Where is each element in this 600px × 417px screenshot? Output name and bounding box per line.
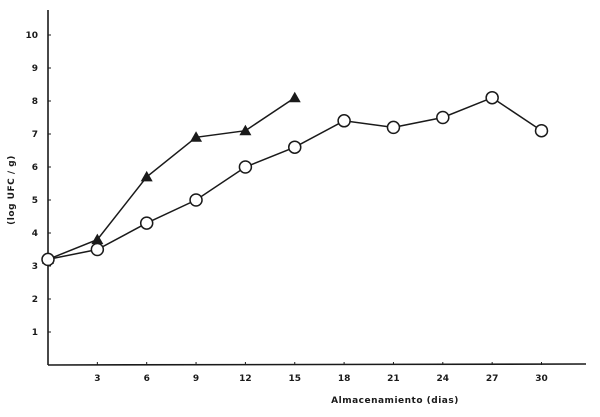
y-tick-label: 7 — [32, 130, 38, 140]
series-layer — [41, 90, 549, 267]
open-circle-marker — [485, 90, 499, 105]
open-circle-marker — [139, 216, 154, 230]
x-tick-label: 21 — [387, 374, 400, 384]
open-circle-marker — [189, 193, 203, 207]
open-circle-marker — [90, 242, 105, 257]
open-circle-marker — [534, 123, 549, 138]
x-tick-label: 6 — [144, 374, 150, 384]
x-tick-label: 9 — [193, 374, 199, 384]
open-circle-marker — [41, 252, 55, 267]
open-circle-marker — [386, 120, 401, 135]
y-tick-label: 6 — [32, 163, 38, 173]
x-tick-label: 12 — [239, 374, 252, 384]
y-axis-title: (log UFC / g) — [7, 155, 17, 225]
x-tick-label: 3 — [94, 374, 100, 384]
open-circle-marker — [337, 114, 351, 128]
filled-triangle-marker — [239, 124, 252, 136]
y-tick-label: 3 — [32, 262, 38, 272]
x-tick-label: 18 — [338, 374, 351, 384]
filled-triangle-marker — [190, 131, 203, 142]
y-tick-label: 4 — [32, 229, 38, 239]
series-line — [47, 96, 542, 261]
x-axis-line — [47, 363, 587, 366]
series-line — [47, 97, 296, 261]
open-circle-marker — [288, 140, 302, 154]
y-tick-label: 1 — [32, 328, 38, 338]
series-circles — [41, 90, 549, 267]
y-tick-label: 2 — [32, 295, 38, 305]
x-tick-label: 30 — [535, 374, 548, 384]
filled-triangle-marker — [288, 91, 301, 103]
x-tick-label: 15 — [288, 374, 301, 384]
x-tick-label: 27 — [486, 374, 499, 384]
x-tick-label: 24 — [437, 374, 450, 384]
series-triangles — [42, 91, 301, 264]
filled-triangle-marker — [140, 170, 153, 182]
y-tick-label: 8 — [32, 97, 38, 107]
y-tick-label: 10 — [25, 31, 38, 41]
open-circle-marker — [238, 160, 253, 174]
filled-triangle-marker — [91, 233, 104, 245]
y-tick-label: 9 — [32, 64, 38, 74]
open-circle-marker — [436, 110, 450, 125]
y-tick-label: 5 — [32, 196, 38, 206]
x-axis-title: Almacenamiento (dias) — [331, 396, 459, 406]
